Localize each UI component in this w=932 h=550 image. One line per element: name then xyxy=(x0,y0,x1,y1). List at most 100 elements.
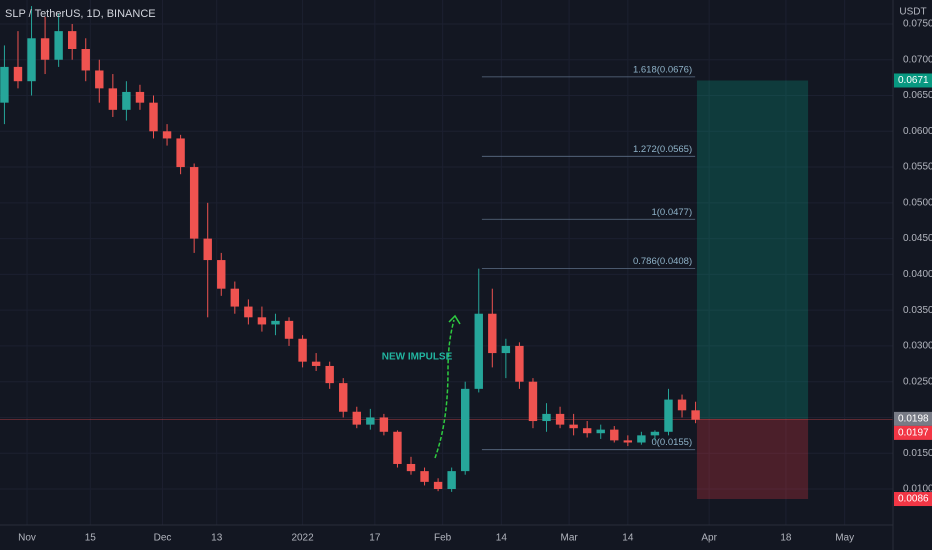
candle-body xyxy=(610,429,619,441)
x-tick-label: Nov xyxy=(18,533,36,544)
candle-body xyxy=(650,431,660,436)
candle-body xyxy=(677,399,687,411)
y-tick-label: 0.0400 xyxy=(903,269,932,280)
x-tick-label: 17 xyxy=(369,533,381,544)
y-tick-label: 0.0300 xyxy=(903,341,932,352)
price-tag-label: 0.0198 xyxy=(898,414,929,425)
candle-body xyxy=(366,417,375,425)
candle-body xyxy=(637,435,646,443)
candle-body xyxy=(257,317,267,325)
candle-body xyxy=(406,463,416,472)
candle-body xyxy=(67,31,77,50)
x-tick-label: 2022 xyxy=(291,533,314,544)
candle-body xyxy=(623,440,633,443)
price-tag xyxy=(894,411,932,426)
candle-body xyxy=(569,424,578,429)
candle-body xyxy=(664,399,673,432)
candle-body xyxy=(582,428,592,434)
x-tick-label: Feb xyxy=(434,533,452,544)
candle-body xyxy=(95,70,104,89)
chart-title: SLP / TetherUS, 1D, BINANCE xyxy=(5,8,156,20)
candle-body xyxy=(203,238,212,261)
fib-label: 1(0.0477) xyxy=(651,207,692,218)
x-tick-label: 14 xyxy=(622,533,634,544)
candle-body xyxy=(691,410,700,420)
price-tag-label: 0.0671 xyxy=(898,75,929,86)
candle-body xyxy=(135,91,145,103)
fib-label: 0.786(0.0408) xyxy=(633,256,692,267)
candle-body xyxy=(311,361,321,366)
y-tick-label: 0.0550 xyxy=(903,162,932,173)
x-tick-label: 14 xyxy=(496,533,508,544)
candle-body xyxy=(189,167,199,239)
candle-body xyxy=(298,338,307,362)
stop-zone xyxy=(696,418,809,500)
y-tick-label: 0.0700 xyxy=(903,54,932,65)
candle-body xyxy=(27,38,36,82)
x-tick-label: May xyxy=(835,533,854,544)
target-zone xyxy=(696,80,809,419)
overlay: 0(0.0155) 0.786(0.0408) 1(0.0477) 1.272(0.0… xyxy=(0,64,893,500)
x-tick-label: 18 xyxy=(780,533,792,544)
y-tick-label: 0.0150 xyxy=(903,448,932,459)
candle-body xyxy=(433,481,443,490)
grid xyxy=(0,0,893,525)
axes: 0.01000.01500.02000.02500.03000.03500.04… xyxy=(18,19,932,544)
candle-body xyxy=(352,411,361,425)
candle-body xyxy=(230,288,240,307)
candle-body xyxy=(122,91,131,110)
candle-body xyxy=(542,413,551,422)
y-tick-label: 0.0500 xyxy=(903,197,932,208)
candle-body xyxy=(555,413,565,425)
y-tick-label: 0.0350 xyxy=(903,305,932,316)
candle-body xyxy=(447,471,456,490)
candle-body xyxy=(393,431,402,464)
candle-body xyxy=(271,320,280,325)
candle-body xyxy=(54,31,63,60)
y-axis-unit: USDT xyxy=(899,7,926,18)
price-tag-label: 0.0197 xyxy=(898,428,929,439)
y-tick-label: 0.0100 xyxy=(903,484,932,495)
price-tag-label: 0.0086 xyxy=(898,494,929,505)
candle-body xyxy=(596,429,605,434)
price-tag xyxy=(894,425,932,440)
candle-body xyxy=(217,260,226,289)
candle-body xyxy=(284,320,294,339)
annotation: NEW IMPULSE xyxy=(382,352,453,363)
y-tick-label: 0.0750 xyxy=(903,19,932,30)
price-tag xyxy=(894,492,932,507)
candle-body xyxy=(149,102,158,132)
y-tick-label: 0.0450 xyxy=(903,233,932,244)
candle-body xyxy=(339,383,348,412)
x-tick-label: Apr xyxy=(701,533,717,544)
candle-body xyxy=(420,471,429,482)
candle-body xyxy=(81,49,90,71)
candle-body xyxy=(244,306,253,318)
candle-body xyxy=(13,66,23,82)
y-tick-label: 0.0650 xyxy=(903,90,932,101)
candle-body xyxy=(515,345,524,382)
x-tick-label: Dec xyxy=(154,533,172,544)
fib-label: 1.618(0.0676) xyxy=(633,64,692,75)
candle-body xyxy=(474,313,483,389)
x-tick-label: 13 xyxy=(211,533,223,544)
candle-body xyxy=(501,345,511,354)
candle-body xyxy=(108,88,118,110)
candle-body xyxy=(162,131,172,139)
candle-body xyxy=(40,38,50,60)
candles xyxy=(0,6,700,492)
candle-body xyxy=(528,381,538,422)
candle-body xyxy=(176,138,185,168)
candle-body xyxy=(461,388,470,472)
candle-body xyxy=(379,417,389,432)
candle-body xyxy=(488,313,497,354)
candle-body xyxy=(0,66,9,103)
fib-label: 1.272(0.0565) xyxy=(633,144,692,155)
candle-body xyxy=(325,365,334,384)
y-tick-label: 0.0250 xyxy=(903,376,932,387)
x-tick-label: Mar xyxy=(560,533,578,544)
x-tick-label: 15 xyxy=(85,533,97,544)
y-tick-label: 0.0600 xyxy=(903,126,932,137)
